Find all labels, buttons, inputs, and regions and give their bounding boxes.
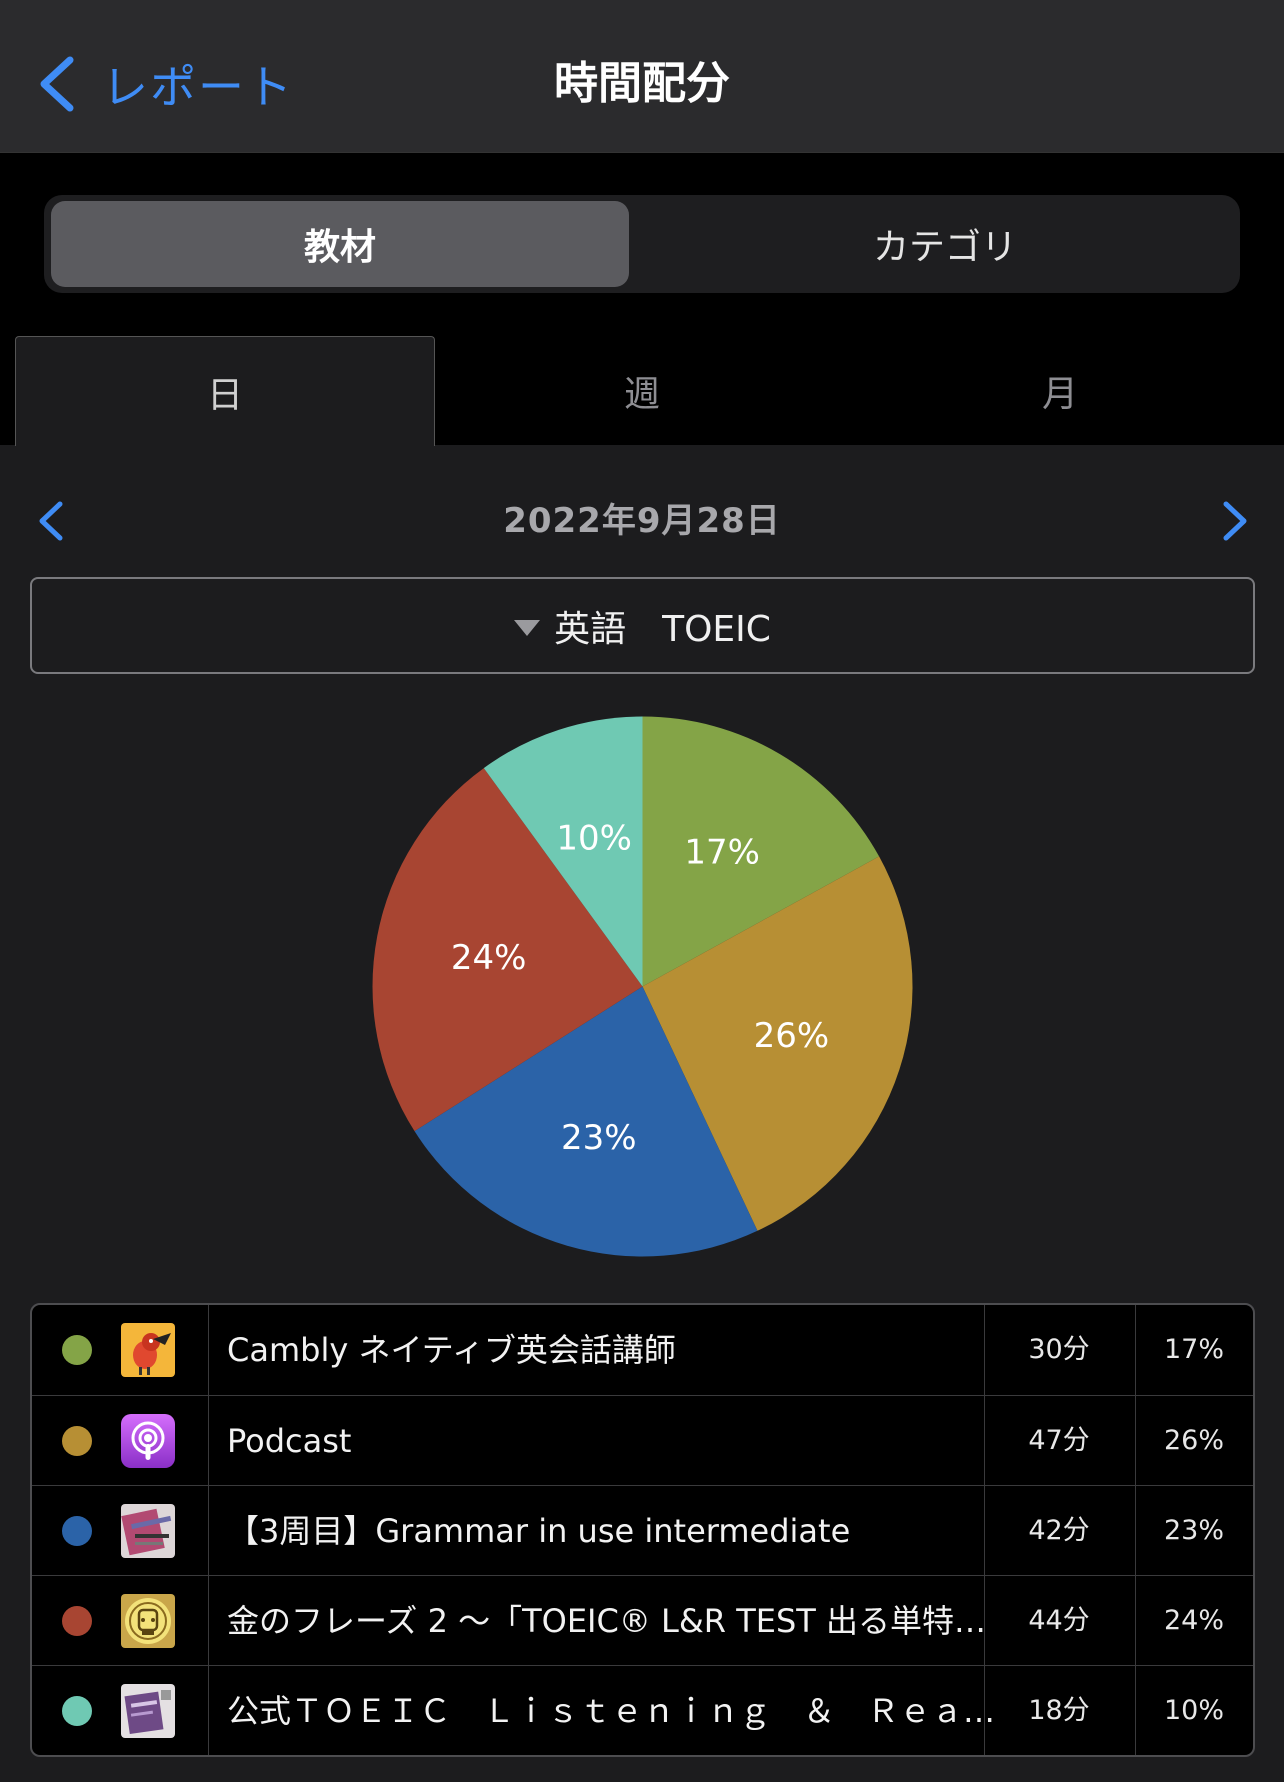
toeic-book-icon bbox=[121, 1684, 175, 1738]
header-controls: 教材 カテゴリ bbox=[0, 153, 1284, 445]
table-row[interactable]: Podcast 47分 26% bbox=[32, 1395, 1253, 1486]
column-divider bbox=[984, 1576, 985, 1666]
percent-value: 23% bbox=[1163, 1515, 1224, 1546]
series-color-dot bbox=[62, 1696, 92, 1726]
table-row[interactable]: 金のフレーズ 2 〜「TOEIC® L&R TEST 出る単特… 44分 24% bbox=[32, 1575, 1253, 1666]
pie-slice bbox=[483, 716, 643, 987]
pie-slice bbox=[642, 856, 913, 1231]
column-divider bbox=[1135, 1576, 1136, 1666]
pie-slice bbox=[372, 768, 643, 1132]
column-divider bbox=[208, 1305, 209, 1395]
column-divider bbox=[1135, 1396, 1136, 1486]
column-divider bbox=[208, 1396, 209, 1486]
column-divider bbox=[1135, 1305, 1136, 1395]
column-divider bbox=[208, 1486, 209, 1576]
percent-value: 24% bbox=[1163, 1605, 1224, 1636]
material-name: 【3周目】Grammar in use intermediate bbox=[227, 1512, 851, 1550]
column-divider bbox=[1135, 1486, 1136, 1576]
table-row[interactable]: 公式ＴＯＥＩＣ Ｌｉｓｔｅｎｉｎｇ ＆ Ｒｅａ… 18分 10% bbox=[32, 1665, 1253, 1755]
column-divider bbox=[208, 1576, 209, 1666]
date-label: 2022年9月28日 bbox=[503, 501, 781, 541]
back-label: レポート bbox=[102, 60, 294, 114]
series-color-dot bbox=[62, 1335, 92, 1365]
page-title: 時間配分 bbox=[554, 58, 730, 109]
table-row[interactable]: Cambly ネイティブ英会話講師 30分 17% bbox=[32, 1305, 1253, 1395]
column-divider bbox=[984, 1396, 985, 1486]
previous-date-chevron-icon[interactable] bbox=[32, 498, 72, 544]
material-name: Cambly ネイティブ英会話講師 bbox=[227, 1331, 676, 1369]
percent-value: 10% bbox=[1163, 1695, 1224, 1726]
series-color-dot bbox=[62, 1606, 92, 1636]
period-tabs: 日 週 月 bbox=[0, 336, 1284, 446]
cambly-toucan-icon bbox=[121, 1323, 175, 1377]
category-filter-dropdown[interactable]: 英語 TOEIC bbox=[30, 577, 1255, 674]
tab-day[interactable]: 日 bbox=[15, 336, 435, 446]
pie-slice-label: 23% bbox=[561, 1118, 637, 1158]
chevron-left-icon bbox=[40, 56, 74, 112]
tab-month[interactable]: 月 bbox=[1041, 373, 1078, 415]
pie-slice-label: 17% bbox=[684, 833, 760, 873]
series-color-dot bbox=[62, 1516, 92, 1546]
book-cover-icon bbox=[121, 1504, 175, 1558]
column-divider bbox=[984, 1486, 985, 1576]
navigation-bar: レポート 時間配分 bbox=[0, 0, 1284, 153]
pie-slice-label: 24% bbox=[451, 938, 527, 978]
date-navigator: 2022年9月28日 bbox=[0, 490, 1284, 552]
minutes-value: 42分 bbox=[1028, 1515, 1090, 1546]
column-divider bbox=[984, 1305, 985, 1395]
triangle-down-icon bbox=[514, 619, 541, 636]
tab-week[interactable]: 週 bbox=[623, 373, 660, 415]
material-name: 公式ＴＯＥＩＣ Ｌｉｓｔｅｎｉｎｇ ＆ Ｒｅａ… bbox=[227, 1692, 996, 1730]
next-date-chevron-icon[interactable] bbox=[1214, 498, 1254, 544]
material-name: 金のフレーズ 2 〜「TOEIC® L&R TEST 出る単特… bbox=[227, 1602, 986, 1640]
pie-slice-label: 26% bbox=[754, 1016, 830, 1056]
time-allocation-pie-chart: 17% 26% 23% 24% 10% bbox=[372, 716, 913, 1257]
pie-slice bbox=[642, 716, 880, 987]
materials-table: Cambly ネイティブ英会話講師 30分 17% Podcast 47分 26… bbox=[30, 1303, 1255, 1757]
filter-label: 英語 TOEIC bbox=[554, 608, 771, 650]
table-row[interactable]: 【3周目】Grammar in use intermediate 42分 23% bbox=[32, 1485, 1253, 1576]
minutes-value: 44分 bbox=[1028, 1605, 1090, 1636]
minutes-value: 47分 bbox=[1028, 1425, 1090, 1456]
column-divider bbox=[984, 1666, 985, 1755]
minutes-value: 30分 bbox=[1028, 1334, 1090, 1365]
segmented-control: 教材 カテゴリ bbox=[44, 195, 1240, 293]
back-button[interactable]: レポート bbox=[36, 52, 294, 116]
segment-materials[interactable]: 教材 bbox=[51, 201, 629, 287]
column-divider bbox=[1135, 1666, 1136, 1755]
percent-value: 17% bbox=[1163, 1334, 1224, 1365]
pie-slice bbox=[414, 986, 758, 1257]
percent-value: 26% bbox=[1163, 1425, 1224, 1456]
podcast-icon bbox=[121, 1414, 175, 1468]
column-divider bbox=[208, 1666, 209, 1755]
gold-phrase-book-icon bbox=[121, 1594, 175, 1648]
material-name: Podcast bbox=[227, 1422, 352, 1460]
segment-category[interactable]: カテゴリ bbox=[872, 227, 1017, 268]
series-color-dot bbox=[62, 1426, 92, 1456]
minutes-value: 18分 bbox=[1028, 1695, 1090, 1726]
pie-slice-label: 10% bbox=[556, 819, 632, 859]
